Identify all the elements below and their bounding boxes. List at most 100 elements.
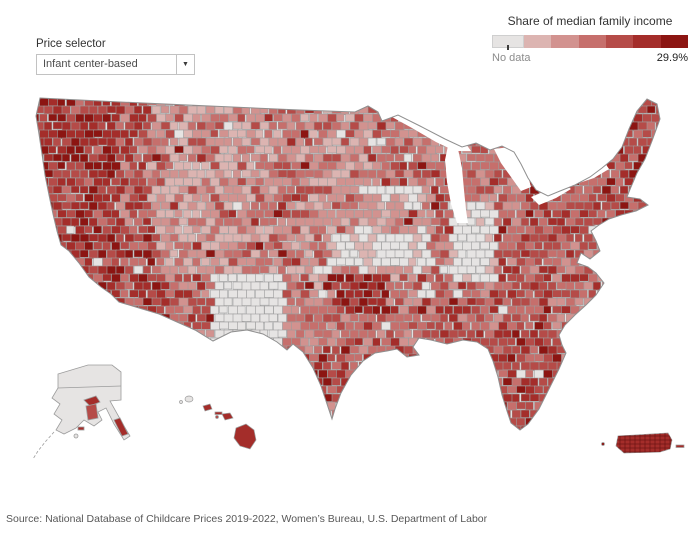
county-cell[interactable] (156, 209, 166, 218)
county-cell[interactable] (507, 305, 517, 315)
county-cell[interactable] (223, 393, 233, 402)
county-cell[interactable] (124, 217, 134, 226)
county-cell[interactable] (597, 353, 609, 362)
county-cell[interactable] (106, 201, 115, 211)
county-cell[interactable] (205, 313, 215, 324)
county-cell[interactable] (201, 337, 210, 346)
county-cell[interactable] (277, 409, 287, 418)
county-cell[interactable] (43, 265, 54, 274)
county-cell[interactable] (651, 193, 660, 202)
county-cell[interactable] (511, 137, 522, 147)
county-cell[interactable] (183, 401, 192, 411)
county-cell[interactable] (417, 321, 427, 330)
county-cell[interactable] (480, 113, 491, 124)
county-cell[interactable] (196, 281, 206, 291)
county-cell[interactable] (327, 257, 337, 267)
county-cell[interactable] (39, 337, 49, 347)
county-cell[interactable] (210, 273, 219, 283)
county-cell[interactable] (93, 209, 104, 220)
county-cell[interactable] (75, 321, 86, 330)
county-cell[interactable] (552, 321, 562, 330)
county-cell[interactable] (111, 193, 121, 203)
county-cell[interactable] (493, 297, 504, 306)
county-cell[interactable] (31, 289, 42, 298)
county-cell[interactable] (624, 289, 634, 298)
county-cell[interactable] (79, 345, 89, 355)
county-cell[interactable] (525, 129, 535, 138)
county-cell[interactable] (421, 217, 432, 226)
county-cell[interactable] (282, 273, 292, 283)
county-cell[interactable] (484, 137, 496, 146)
county-cell[interactable] (313, 201, 325, 211)
county-cell[interactable] (547, 233, 558, 243)
county-cell[interactable] (430, 393, 440, 403)
county-cell[interactable] (336, 337, 347, 347)
county-cell[interactable] (156, 273, 167, 282)
county-cell[interactable] (475, 345, 486, 356)
county-cell[interactable] (340, 201, 352, 210)
county-cell[interactable] (66, 209, 77, 218)
county-cell[interactable] (223, 153, 233, 162)
county-cell[interactable] (430, 329, 440, 340)
county-cell[interactable] (331, 121, 342, 132)
county-cell[interactable] (412, 217, 424, 226)
county-cell[interactable] (151, 345, 163, 355)
county-cell[interactable] (259, 137, 270, 147)
county-cell[interactable] (165, 161, 174, 170)
county-cell[interactable] (480, 417, 491, 427)
county-cell[interactable] (304, 90, 314, 100)
county-cell[interactable] (462, 289, 472, 298)
county-cell[interactable] (255, 369, 266, 379)
county-cell[interactable] (124, 281, 134, 290)
county-cell[interactable] (484, 265, 495, 274)
county-cell[interactable] (358, 217, 370, 226)
county-cell[interactable] (453, 305, 464, 316)
county-cell[interactable] (309, 417, 318, 426)
county-cell[interactable] (211, 434, 219, 442)
county-cell[interactable] (246, 289, 255, 299)
county-cell[interactable] (277, 90, 287, 100)
county-cell[interactable] (502, 425, 513, 435)
county-cell[interactable] (399, 98, 409, 107)
county-cell[interactable] (286, 90, 298, 99)
county-cell[interactable] (31, 353, 40, 363)
puerto-rico-inset[interactable] (601, 432, 685, 454)
county-cell[interactable] (367, 409, 378, 418)
county-cell[interactable] (430, 361, 442, 371)
county-cell[interactable] (97, 105, 109, 115)
county-cell[interactable] (35, 249, 45, 259)
county-cell[interactable] (399, 129, 410, 139)
county-cell[interactable] (264, 193, 274, 203)
county-cell[interactable] (192, 257, 201, 267)
county-cell[interactable] (133, 329, 144, 339)
county-cell[interactable] (511, 361, 521, 371)
county-cell[interactable] (120, 289, 129, 298)
county-cell[interactable] (390, 369, 400, 379)
county-cell[interactable] (115, 233, 124, 244)
county-cell[interactable] (583, 377, 594, 387)
county-cell[interactable] (165, 193, 176, 203)
county-cell[interactable] (394, 345, 406, 355)
county-cell[interactable] (133, 297, 144, 306)
county-cell[interactable] (628, 313, 640, 322)
county-cell[interactable] (606, 369, 615, 379)
county-cell[interactable] (250, 169, 260, 178)
county-cell[interactable] (382, 434, 392, 442)
county-cell[interactable] (187, 265, 197, 275)
county-cell[interactable] (75, 113, 85, 123)
county-cell[interactable] (579, 113, 591, 122)
county-cell[interactable] (35, 425, 43, 434)
county-cell[interactable] (646, 153, 656, 162)
county-cell[interactable] (318, 337, 328, 346)
county-cell[interactable] (210, 98, 220, 108)
county-cell[interactable] (552, 257, 562, 267)
county-cell[interactable] (588, 209, 598, 218)
county-cell[interactable] (394, 201, 406, 211)
county-cell[interactable] (435, 289, 446, 299)
county-cell[interactable] (291, 145, 302, 155)
county-cell[interactable] (448, 281, 459, 290)
county-cell[interactable] (457, 329, 467, 338)
county-cell[interactable] (561, 305, 572, 314)
county-cell[interactable] (570, 145, 581, 155)
county-cell[interactable] (192, 161, 201, 170)
